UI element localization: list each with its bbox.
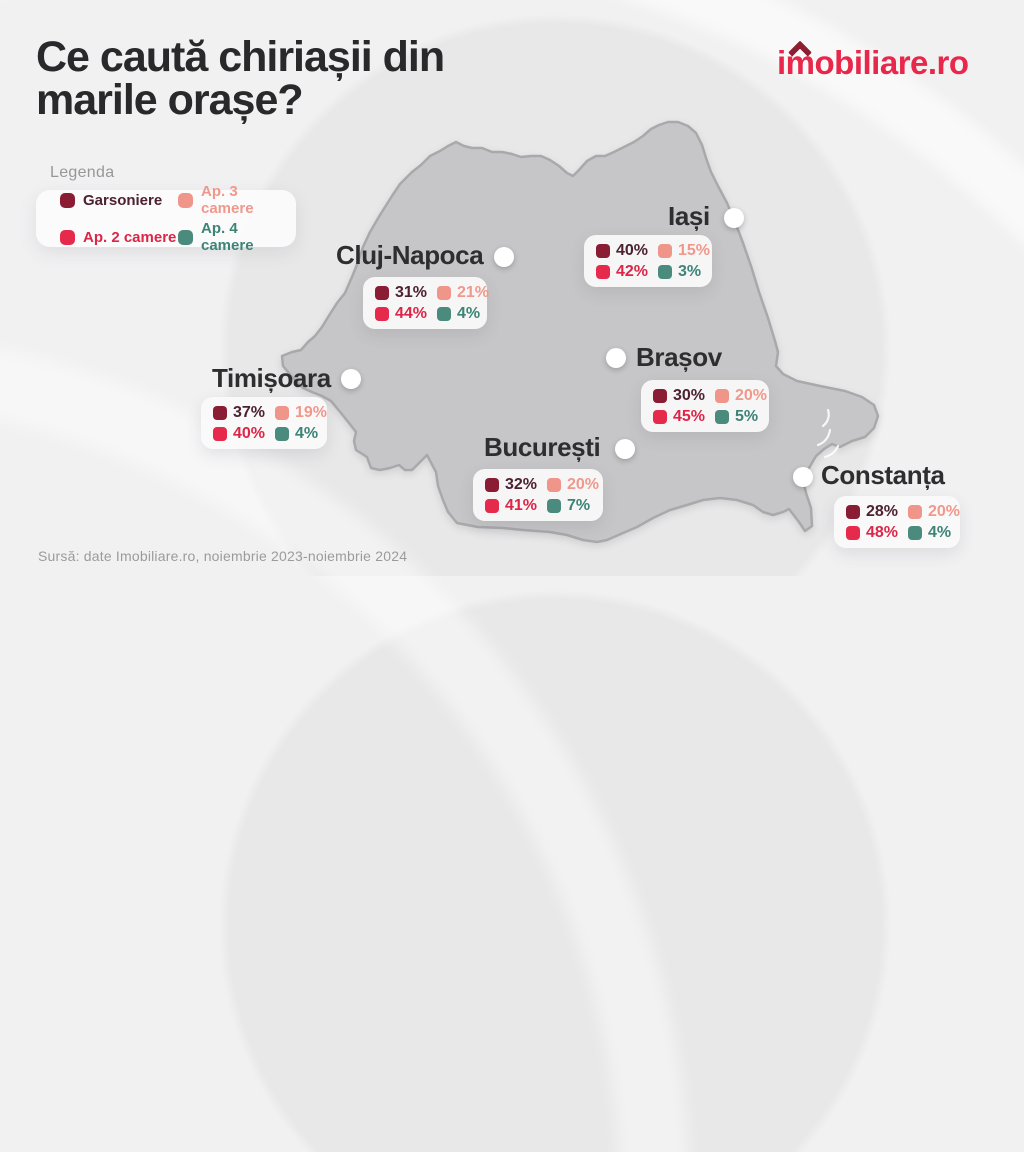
city-marker-timisoara — [341, 369, 361, 389]
city-marker-bucuresti — [615, 439, 635, 459]
legend-item-garsoniere: Garsoniere — [60, 183, 178, 217]
ap3-value: 20% — [567, 475, 600, 493]
city-stats-timisoara: 37% 40% 19% 4% — [201, 397, 327, 449]
source-note: Sursă: date Imobiliare.ro, noiembrie 202… — [38, 548, 408, 564]
logo-text-post: obiliare.ro — [814, 44, 970, 81]
city-stats-cluj-napoca: 31% 44% 21% 4% — [363, 277, 490, 329]
garsoniere-swatch-icon — [846, 504, 860, 519]
ap4-value: 7% — [567, 496, 591, 514]
ap2-swatch-icon — [846, 525, 860, 540]
city-stats-constanta: 28% 48% 20% 4% — [834, 496, 960, 548]
ap3-value: 15% — [678, 241, 711, 259]
ap2-value: 48% — [866, 523, 899, 541]
ap4-value: 4% — [928, 523, 952, 541]
ap2-value: 45% — [673, 407, 706, 425]
garsoniere-swatch-icon — [485, 477, 499, 492]
legend-item-ap4: Ap. 4 camere — [178, 220, 284, 254]
garsoniere-swatch-icon — [596, 243, 610, 258]
legend-item-label: Ap. 2 camere — [83, 228, 177, 246]
ap4-swatch-icon — [715, 409, 729, 424]
garsoniere-swatch-icon — [375, 285, 389, 300]
ap4-value: 4% — [295, 424, 319, 442]
ap2-value: 44% — [395, 304, 428, 322]
ap3-value: 21% — [457, 283, 490, 301]
city-marker-brasov — [606, 348, 626, 368]
city-label-cluj-napoca: Cluj-Napoca — [336, 240, 484, 270]
ap2-swatch-icon — [485, 498, 499, 513]
city-marker-constanta — [793, 467, 813, 487]
ap3-swatch-icon — [908, 504, 922, 519]
ap4-swatch-icon — [658, 264, 672, 279]
garsoniere-value: 28% — [866, 502, 899, 520]
city-marker-iasi — [724, 208, 744, 228]
city-label-iasi: Iași — [668, 201, 710, 231]
city-marker-cluj-napoca — [494, 247, 514, 267]
ap3-swatch-icon — [437, 285, 451, 300]
city-label-constanta: Constanța — [821, 460, 945, 490]
city-label-bucuresti: București — [484, 432, 601, 462]
garsoniere-swatch-icon — [213, 405, 227, 420]
page-title: Ce caută chiriașii din marile orașe? — [36, 33, 445, 124]
garsoniere-swatch-icon — [60, 192, 75, 208]
ap2-swatch-icon — [60, 229, 75, 245]
ap3-swatch-icon — [178, 192, 193, 208]
garsoniere-swatch-icon — [653, 388, 667, 403]
garsoniere-value: 31% — [395, 283, 428, 301]
garsoniere-value: 32% — [505, 475, 538, 493]
legend-item-ap2: Ap. 2 camere — [60, 220, 178, 254]
imobiliare-logo: imobiliare.ro — [777, 44, 969, 82]
ap2-value: 40% — [233, 424, 266, 442]
legend-item-ap3: Ap. 3 camere — [178, 183, 284, 217]
ap2-swatch-icon — [596, 264, 610, 279]
garsoniere-value: 30% — [673, 386, 706, 404]
ap3-value: 20% — [928, 502, 961, 520]
legend-panel: Garsoniere Ap. 2 camere Ap. 3 camere Ap.… — [36, 183, 296, 254]
ap3-swatch-icon — [715, 388, 729, 403]
garsoniere-value: 37% — [233, 403, 266, 421]
legend-item-label: Ap. 4 camere — [201, 220, 254, 254]
logo-house-roof-icon: m — [785, 44, 815, 81]
ap4-value: 4% — [457, 304, 481, 322]
city-stats-bucuresti: 32% 41% 20% 7% — [473, 469, 603, 521]
ap4-swatch-icon — [908, 525, 922, 540]
legend-item-label: Garsoniere — [83, 191, 163, 209]
garsoniere-value: 40% — [616, 241, 649, 259]
ap3-value: 19% — [295, 403, 328, 421]
legend-title: Legenda — [50, 164, 115, 181]
ap3-swatch-icon — [658, 243, 672, 258]
ap4-value: 3% — [678, 262, 702, 280]
ap2-swatch-icon — [375, 306, 389, 321]
ap4-swatch-icon — [178, 229, 193, 245]
ap4-swatch-icon — [437, 306, 451, 321]
ap2-value: 41% — [505, 496, 538, 514]
page-title-line1: Ce caută chiriașii din — [36, 33, 445, 81]
danube-delta-channels-icon — [816, 408, 840, 459]
ap4-swatch-icon — [547, 498, 561, 513]
ap2-value: 42% — [616, 262, 649, 280]
legend-item-label: Ap. 3 camere — [201, 183, 254, 217]
ap4-swatch-icon — [275, 426, 289, 441]
city-label-brasov: Brașov — [636, 342, 722, 372]
infographic-canvas: { "title": { "line1": "Ce caută chiriași… — [0, 0, 1024, 576]
ap3-value: 20% — [735, 386, 768, 404]
ap3-swatch-icon — [547, 477, 561, 492]
city-stats-brasov: 30% 45% 20% 5% — [641, 380, 769, 432]
ap2-swatch-icon — [213, 426, 227, 441]
city-label-timisoara: Timișoara — [212, 363, 331, 393]
ap4-value: 5% — [735, 407, 759, 425]
city-stats-iasi: 40% 42% 15% 3% — [584, 235, 712, 287]
ap2-swatch-icon — [653, 409, 667, 424]
ap3-swatch-icon — [275, 405, 289, 420]
logo-text-pre: i — [777, 44, 786, 81]
page-title-line2: marile orașe? — [36, 76, 304, 124]
